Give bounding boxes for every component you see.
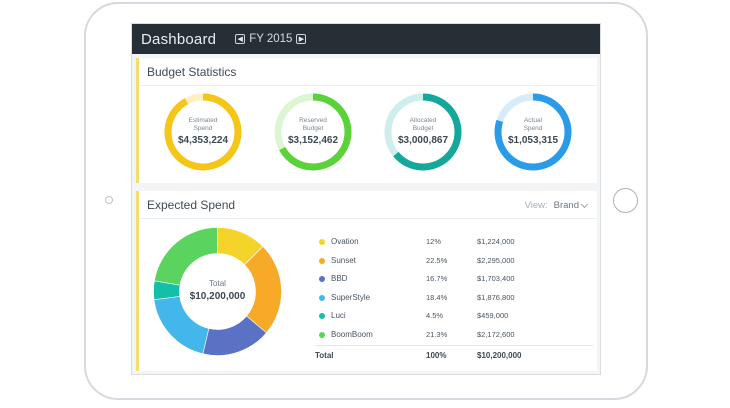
budget-ring-card: Actual Spend $1,053,315 bbox=[493, 92, 573, 172]
total-label: Total bbox=[315, 351, 334, 360]
budget-ring-label: Allocated Budget bbox=[383, 117, 463, 133]
legend-row-superstyle[interactable]: SuperStyle 18.4% $1,876,800 bbox=[319, 291, 589, 309]
budget-ring-label: Reserved Budget bbox=[273, 117, 353, 133]
legend-row-bbd[interactable]: BBD 16.7% $1,703,400 bbox=[319, 272, 589, 290]
legend-dot-icon bbox=[319, 332, 325, 338]
chevron-left-icon[interactable]: ◀ bbox=[235, 34, 246, 44]
page-title: Dashboard bbox=[141, 30, 217, 48]
top-bar: Dashboard ◀ FY 2015 ▶ bbox=[132, 24, 600, 54]
legend-brand-name: Sunset bbox=[331, 255, 356, 265]
legend-percent: 18.4% bbox=[426, 292, 448, 302]
panel-divider bbox=[139, 85, 597, 86]
legend-amount: $1,224,000 bbox=[477, 237, 515, 246]
legend-percent: 4.5% bbox=[426, 311, 444, 321]
budget-ring-label-line: Budget bbox=[412, 125, 434, 132]
fiscal-year-selector: ◀ FY 2015 ▶ bbox=[235, 33, 307, 45]
budget-ring-card: Reserved Budget $3,152,462 bbox=[273, 92, 353, 172]
budget-ring-label-line: Reserved bbox=[299, 117, 327, 124]
budget-ring-value: $4,353,224 bbox=[177, 135, 229, 146]
legend-amount: $459,000 bbox=[477, 311, 509, 321]
legend-dot-icon bbox=[319, 257, 325, 264]
legend-percent: 22.5% bbox=[426, 255, 448, 265]
budget-ring-svg bbox=[384, 93, 462, 171]
budget-statistics-title: Budget Statistics bbox=[147, 65, 237, 79]
legend-brand-name: Luci bbox=[331, 311, 346, 321]
tablet-camera bbox=[105, 196, 113, 204]
budget-ring-svg bbox=[494, 93, 572, 171]
budget-ring-value: $3,152,462 bbox=[287, 135, 339, 146]
legend-dot-icon bbox=[319, 294, 325, 301]
budget-ring-value: $1,053,315 bbox=[507, 135, 559, 146]
legend-row-ovation[interactable]: Ovation 12% $1,224,000 bbox=[319, 235, 589, 253]
legend-dot-icon bbox=[319, 313, 325, 320]
chevron-down-icon bbox=[580, 200, 589, 208]
fiscal-year-label: FY 2015 bbox=[249, 33, 293, 45]
legend-percent: 16.7% bbox=[426, 274, 448, 284]
budget-ring-svg bbox=[274, 93, 352, 171]
total-percent: 100% bbox=[426, 351, 447, 360]
total-divider bbox=[315, 345, 593, 346]
budget-ring-label-line: Spend bbox=[193, 125, 213, 132]
tablet-home-button[interactable] bbox=[613, 188, 638, 213]
budget-ring-label-line: Allocated bbox=[409, 117, 437, 124]
legend-percent: 21.3% bbox=[426, 330, 448, 339]
legend-amount: $2,295,000 bbox=[477, 255, 515, 265]
legend-brand-name: BBD bbox=[331, 274, 348, 284]
budget-ring-label-line: Spend bbox=[523, 125, 543, 132]
budget-ring-label-line: Estimated bbox=[188, 117, 218, 124]
legend-amount: $1,876,800 bbox=[477, 292, 515, 302]
budget-ring-card: Allocated Budget $3,000,867 bbox=[383, 92, 463, 172]
view-label: View: bbox=[524, 200, 548, 211]
legend-brand-name: Ovation bbox=[331, 237, 359, 246]
expected-spend-donut-chart: Total $10,200,000 bbox=[151, 225, 284, 358]
donut-slice-boomboom[interactable] bbox=[154, 227, 218, 286]
budget-ring-label-line: Budget bbox=[302, 125, 324, 132]
budget-ring-label-line: Actual bbox=[523, 117, 543, 124]
legend-row-sunset[interactable]: Sunset 22.5% $2,295,000 bbox=[319, 254, 589, 272]
legend-dot-icon bbox=[319, 276, 325, 283]
ring-progress-arc bbox=[384, 93, 462, 171]
view-selector[interactable]: View: Brand bbox=[524, 200, 589, 211]
legend-amount: $1,703,400 bbox=[477, 274, 515, 284]
budget-ring-card: Estimated Spend $4,353,224 bbox=[163, 92, 243, 172]
expected-spend-panel: Expected Spend View: Brand Total $10,200… bbox=[136, 191, 597, 371]
legend-brand-name: BoomBoom bbox=[331, 330, 373, 339]
legend-row-luci[interactable]: Luci 4.5% $459,000 bbox=[319, 309, 589, 327]
view-value: Brand bbox=[553, 200, 579, 211]
donut-svg bbox=[153, 227, 282, 356]
budget-ring-label: Estimated Spend bbox=[163, 117, 243, 133]
chevron-right-icon[interactable]: ▶ bbox=[296, 34, 307, 44]
legend-percent: 12% bbox=[426, 237, 442, 246]
donut-center-value: $10,200,000 bbox=[189, 291, 246, 302]
legend-row-boomboom[interactable]: BoomBoom 21.3% $2,172,600 bbox=[319, 328, 589, 346]
donut-center-label: Total bbox=[209, 279, 226, 288]
total-amount: $10,200,000 bbox=[477, 351, 522, 360]
expected-spend-title: Expected Spend bbox=[147, 198, 236, 212]
legend-brand-name: SuperStyle bbox=[331, 292, 371, 302]
ring-progress-arc bbox=[164, 93, 242, 171]
dashboard-screen: Dashboard ◀ FY 2015 ▶ Budget Statistics … bbox=[131, 23, 601, 375]
ring-progress-arc bbox=[274, 93, 352, 171]
donut-slice-superstyle[interactable] bbox=[153, 296, 210, 355]
total-row: Total 100% $10,200,000 bbox=[315, 351, 593, 360]
budget-statistics-panel: Budget Statistics Estimated Spend $4,353,2… bbox=[136, 58, 597, 183]
legend-amount: $2,172,600 bbox=[477, 330, 515, 339]
ring-progress-arc bbox=[494, 93, 572, 171]
budget-ring-label: Actual Spend bbox=[493, 117, 573, 133]
budget-ring-value: $3,000,867 bbox=[397, 135, 449, 146]
legend-dot-icon bbox=[319, 239, 325, 245]
panel-divider bbox=[139, 218, 597, 219]
budget-ring-svg bbox=[164, 93, 242, 171]
